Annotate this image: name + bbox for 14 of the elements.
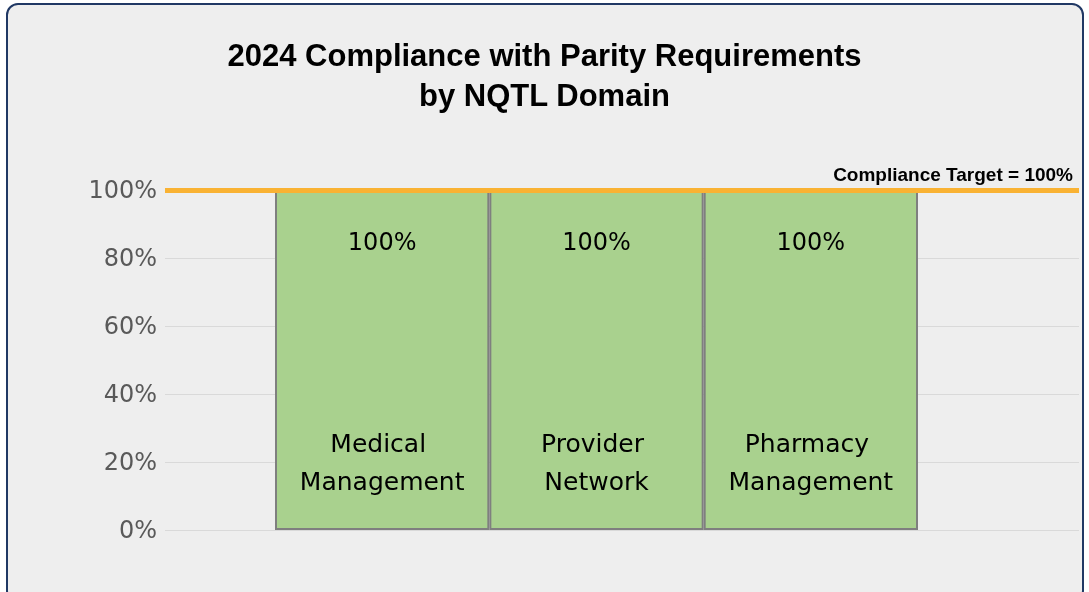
y-tick-label: 40%: [103, 380, 157, 408]
x-tick-label: Provider Network: [541, 428, 652, 496]
y-tick-label: 80%: [103, 244, 157, 272]
x-tick-label: Pharmacy Management: [728, 428, 894, 496]
chart-title: 2024 Compliance with Parity Requirements by NQTL Domain: [227, 37, 862, 113]
x-tick-label: Medical Management: [299, 428, 465, 496]
y-tick-label: 20%: [103, 448, 157, 476]
ref-line-label: Compliance Target = 100%: [833, 164, 1074, 185]
y-tick-label: 100%: [88, 176, 157, 204]
y-tick-label: 60%: [103, 312, 157, 340]
data-label: 100%: [562, 228, 631, 256]
data-label: 100%: [776, 228, 846, 256]
data-label: 100%: [347, 228, 417, 256]
y-tick-label: 0%: [118, 516, 157, 544]
